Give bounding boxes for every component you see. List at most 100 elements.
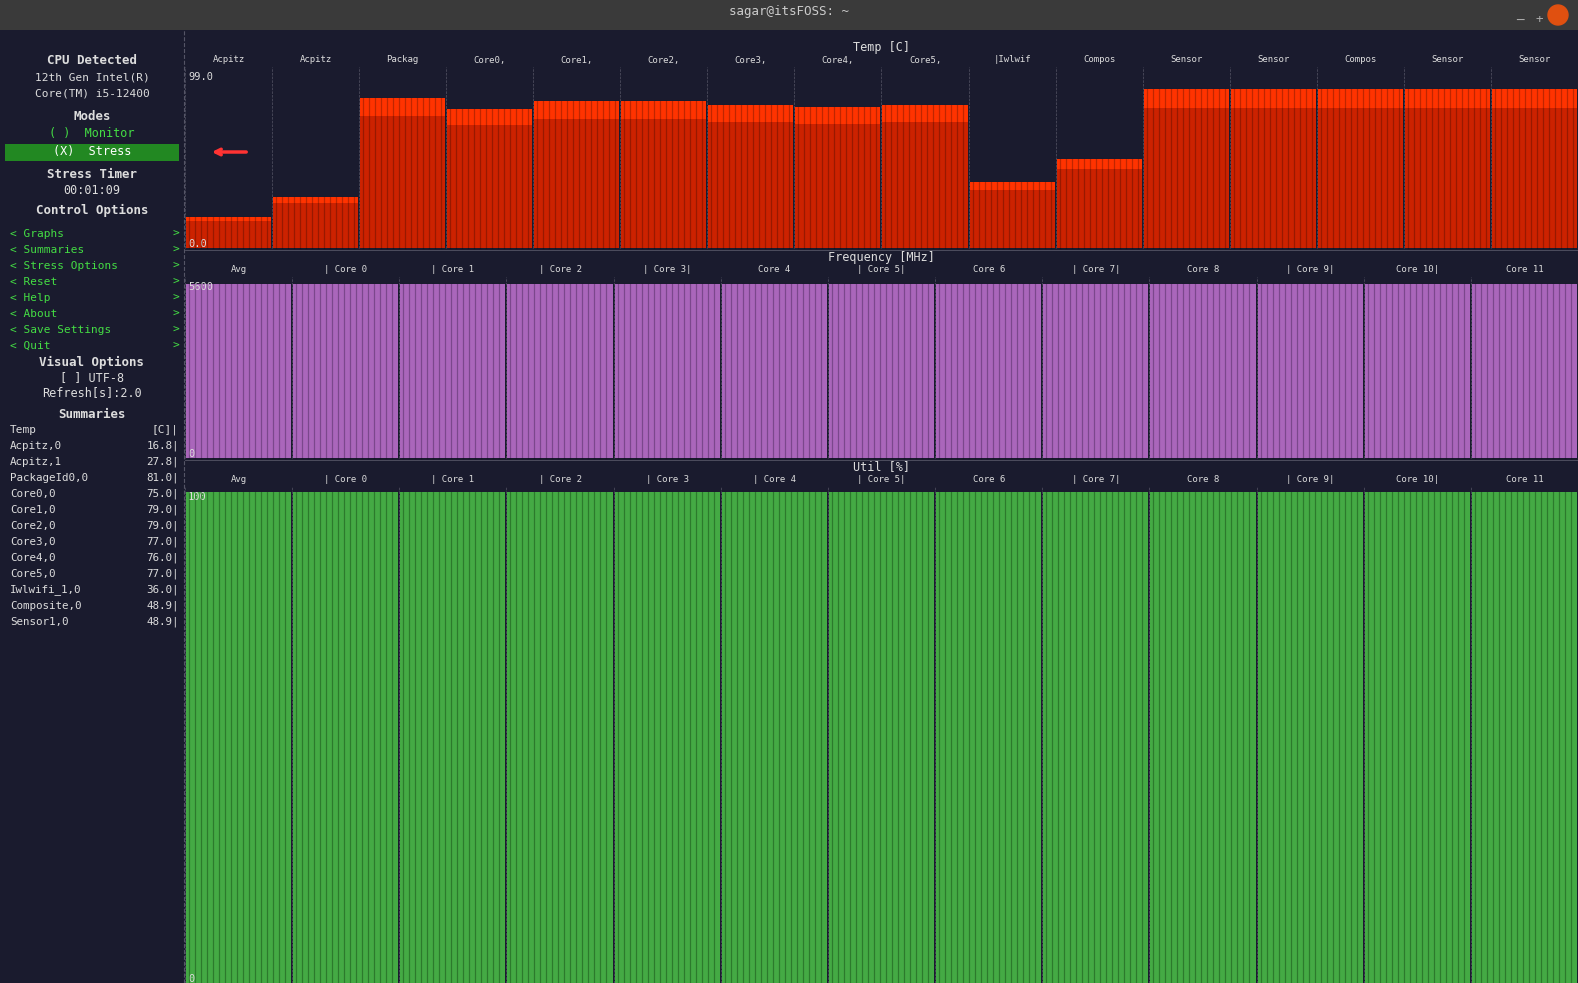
FancyBboxPatch shape: [1150, 284, 1256, 458]
Text: sagar@itsFOSS: ~: sagar@itsFOSS: ~: [729, 5, 849, 18]
FancyBboxPatch shape: [186, 217, 271, 248]
Text: Core 8: Core 8: [1187, 265, 1220, 274]
Text: PackageId0,0: PackageId0,0: [9, 473, 88, 483]
Text: Sensor: Sensor: [1431, 55, 1463, 65]
Text: Temp: Temp: [9, 425, 36, 435]
FancyBboxPatch shape: [1365, 284, 1469, 458]
Text: < Quit: < Quit: [9, 341, 50, 351]
Text: | Core 4: | Core 4: [753, 476, 795, 485]
Text: 0.0: 0.0: [188, 239, 207, 249]
FancyBboxPatch shape: [535, 101, 619, 119]
FancyBboxPatch shape: [186, 284, 292, 458]
Text: | Core 3|: | Core 3|: [642, 265, 691, 274]
Text: [C]|: [C]|: [151, 425, 178, 435]
Text: < About: < About: [9, 309, 57, 319]
FancyBboxPatch shape: [795, 107, 881, 248]
Text: >: >: [172, 229, 178, 239]
Text: | Core 7|: | Core 7|: [1071, 476, 1120, 485]
Text: Core4,: Core4,: [822, 55, 854, 65]
Text: Composite,0: Composite,0: [9, 601, 82, 611]
Text: Core 11: Core 11: [1505, 265, 1543, 274]
Circle shape: [1548, 5, 1569, 25]
FancyBboxPatch shape: [1258, 492, 1363, 983]
FancyBboxPatch shape: [969, 182, 1054, 190]
Text: 16.8|: 16.8|: [147, 440, 178, 451]
FancyBboxPatch shape: [401, 284, 505, 458]
FancyBboxPatch shape: [5, 144, 178, 161]
Text: +: +: [1535, 14, 1543, 27]
FancyBboxPatch shape: [1365, 492, 1469, 983]
Text: >: >: [172, 261, 178, 271]
FancyBboxPatch shape: [1043, 492, 1149, 983]
Text: | Core 5|: | Core 5|: [857, 265, 906, 274]
Text: Core5,: Core5,: [909, 55, 940, 65]
Text: Avg: Avg: [230, 476, 246, 485]
Text: Core 10|: Core 10|: [1397, 265, 1439, 274]
Text: Core1,: Core1,: [560, 55, 593, 65]
Text: Core3,0: Core3,0: [9, 537, 55, 547]
Text: Acpitz: Acpitz: [300, 55, 331, 65]
FancyBboxPatch shape: [1472, 284, 1576, 458]
FancyBboxPatch shape: [795, 107, 881, 124]
FancyBboxPatch shape: [1472, 492, 1576, 983]
Text: Core 4: Core 4: [757, 265, 791, 274]
Text: 48.9|: 48.9|: [147, 616, 178, 627]
FancyBboxPatch shape: [0, 0, 1578, 30]
FancyBboxPatch shape: [622, 101, 707, 119]
Text: >: >: [172, 341, 178, 351]
Text: Core2,0: Core2,0: [9, 521, 55, 531]
FancyBboxPatch shape: [273, 198, 358, 248]
Text: (X)  Stress: (X) Stress: [52, 145, 131, 158]
Text: < Stress Options: < Stress Options: [9, 261, 118, 271]
Text: Sensor1,0: Sensor1,0: [9, 617, 68, 627]
Text: Sensor: Sensor: [1518, 55, 1551, 65]
FancyBboxPatch shape: [294, 492, 398, 983]
Text: Core(TM) i5-12400: Core(TM) i5-12400: [35, 88, 150, 98]
Text: Control Options: Control Options: [36, 203, 148, 216]
Text: 27.8|: 27.8|: [147, 457, 178, 467]
Text: | Core 3: | Core 3: [645, 476, 688, 485]
Text: >: >: [172, 277, 178, 287]
Text: >: >: [172, 245, 178, 255]
Text: Modes: Modes: [73, 110, 110, 124]
Text: 00:01:09: 00:01:09: [63, 185, 120, 198]
FancyBboxPatch shape: [721, 284, 827, 458]
Text: Summaries: Summaries: [58, 408, 126, 421]
Text: Acpitz,1: Acpitz,1: [9, 457, 62, 467]
FancyBboxPatch shape: [447, 109, 532, 126]
Text: Core 10|: Core 10|: [1397, 476, 1439, 485]
Text: Temp [C]: Temp [C]: [854, 40, 911, 53]
FancyBboxPatch shape: [1144, 88, 1229, 248]
Text: 77.0|: 77.0|: [147, 569, 178, 579]
Text: Core2,: Core2,: [647, 55, 680, 65]
FancyBboxPatch shape: [1404, 88, 1490, 108]
Text: 75.0|: 75.0|: [147, 489, 178, 499]
Text: | Core 1: | Core 1: [431, 476, 475, 485]
Text: < Save Settings: < Save Settings: [9, 325, 112, 335]
Text: Core5,0: Core5,0: [9, 569, 55, 579]
FancyBboxPatch shape: [1231, 88, 1316, 108]
Text: Core3,: Core3,: [735, 55, 767, 65]
FancyBboxPatch shape: [936, 284, 1041, 458]
Text: Refresh[s]:2.0: Refresh[s]:2.0: [43, 386, 142, 399]
Text: < Help: < Help: [9, 293, 50, 303]
Text: Core4,0: Core4,0: [9, 553, 55, 563]
Text: Acpitz: Acpitz: [213, 55, 245, 65]
FancyBboxPatch shape: [1491, 88, 1576, 248]
Text: Util [%]: Util [%]: [854, 460, 911, 474]
FancyBboxPatch shape: [721, 492, 827, 983]
Text: Sensor: Sensor: [1258, 55, 1289, 65]
Text: 76.0|: 76.0|: [147, 552, 178, 563]
Text: Frequency [MHz]: Frequency [MHz]: [828, 251, 934, 263]
Text: Packag: Packag: [387, 55, 418, 65]
FancyBboxPatch shape: [1057, 158, 1142, 169]
Text: ─: ─: [1516, 14, 1524, 27]
Text: < Reset: < Reset: [9, 277, 57, 287]
Text: Compos: Compos: [1344, 55, 1376, 65]
FancyBboxPatch shape: [936, 492, 1041, 983]
Text: Visual Options: Visual Options: [39, 356, 145, 369]
FancyBboxPatch shape: [508, 284, 612, 458]
FancyBboxPatch shape: [709, 105, 794, 248]
FancyBboxPatch shape: [709, 105, 794, 122]
Text: Iwlwifi_1,0: Iwlwifi_1,0: [9, 585, 82, 596]
